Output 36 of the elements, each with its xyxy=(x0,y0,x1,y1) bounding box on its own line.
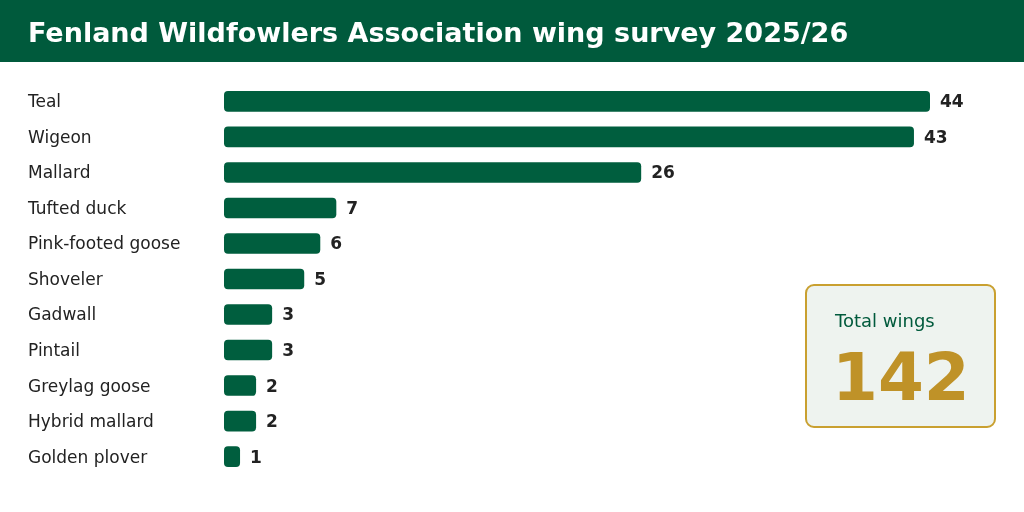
y-tick-label: Shoveler xyxy=(28,268,103,289)
y-tick-label: Golden plover xyxy=(28,446,148,467)
y-tick-label: Greylag goose xyxy=(28,375,151,396)
bar xyxy=(224,233,321,254)
y-tick-label: Teal xyxy=(27,91,62,112)
data-label: 1 xyxy=(250,446,262,467)
data-label: 3 xyxy=(282,304,294,325)
data-label: 44 xyxy=(940,91,964,112)
data-label: 6 xyxy=(330,233,343,254)
text: Total wings xyxy=(834,310,935,331)
bar xyxy=(224,339,273,361)
bar xyxy=(224,268,305,290)
annotation: 142 xyxy=(832,339,970,416)
y-tick-label: Mallard xyxy=(28,162,91,183)
bar xyxy=(224,446,241,467)
y-tick-label: Wigeon xyxy=(28,126,92,147)
data-label: 5 xyxy=(314,268,327,289)
data-label: 2 xyxy=(266,411,278,432)
bar xyxy=(224,375,257,396)
chart-title: Fenland Wildfowlers Association wing survey 2025/26 xyxy=(28,17,849,48)
bar xyxy=(224,91,930,112)
bar xyxy=(224,162,642,183)
bar xyxy=(224,126,914,148)
data-label: 2 xyxy=(266,375,278,396)
y-tick-label: Tufted duck xyxy=(27,197,127,218)
bar xyxy=(224,197,337,219)
data-label: 3 xyxy=(282,339,294,360)
data-label: 43 xyxy=(923,126,948,147)
y-tick-label: Hybrid mallard xyxy=(28,411,154,432)
y-tick-label: Gadwall xyxy=(28,304,97,325)
bar xyxy=(224,304,273,325)
bar xyxy=(224,410,257,432)
y-tick-label: Pintail xyxy=(28,339,80,360)
data-label: 26 xyxy=(651,162,675,183)
data-label: 7 xyxy=(346,197,359,218)
y-tick-label: Pink-footed goose xyxy=(28,233,181,254)
